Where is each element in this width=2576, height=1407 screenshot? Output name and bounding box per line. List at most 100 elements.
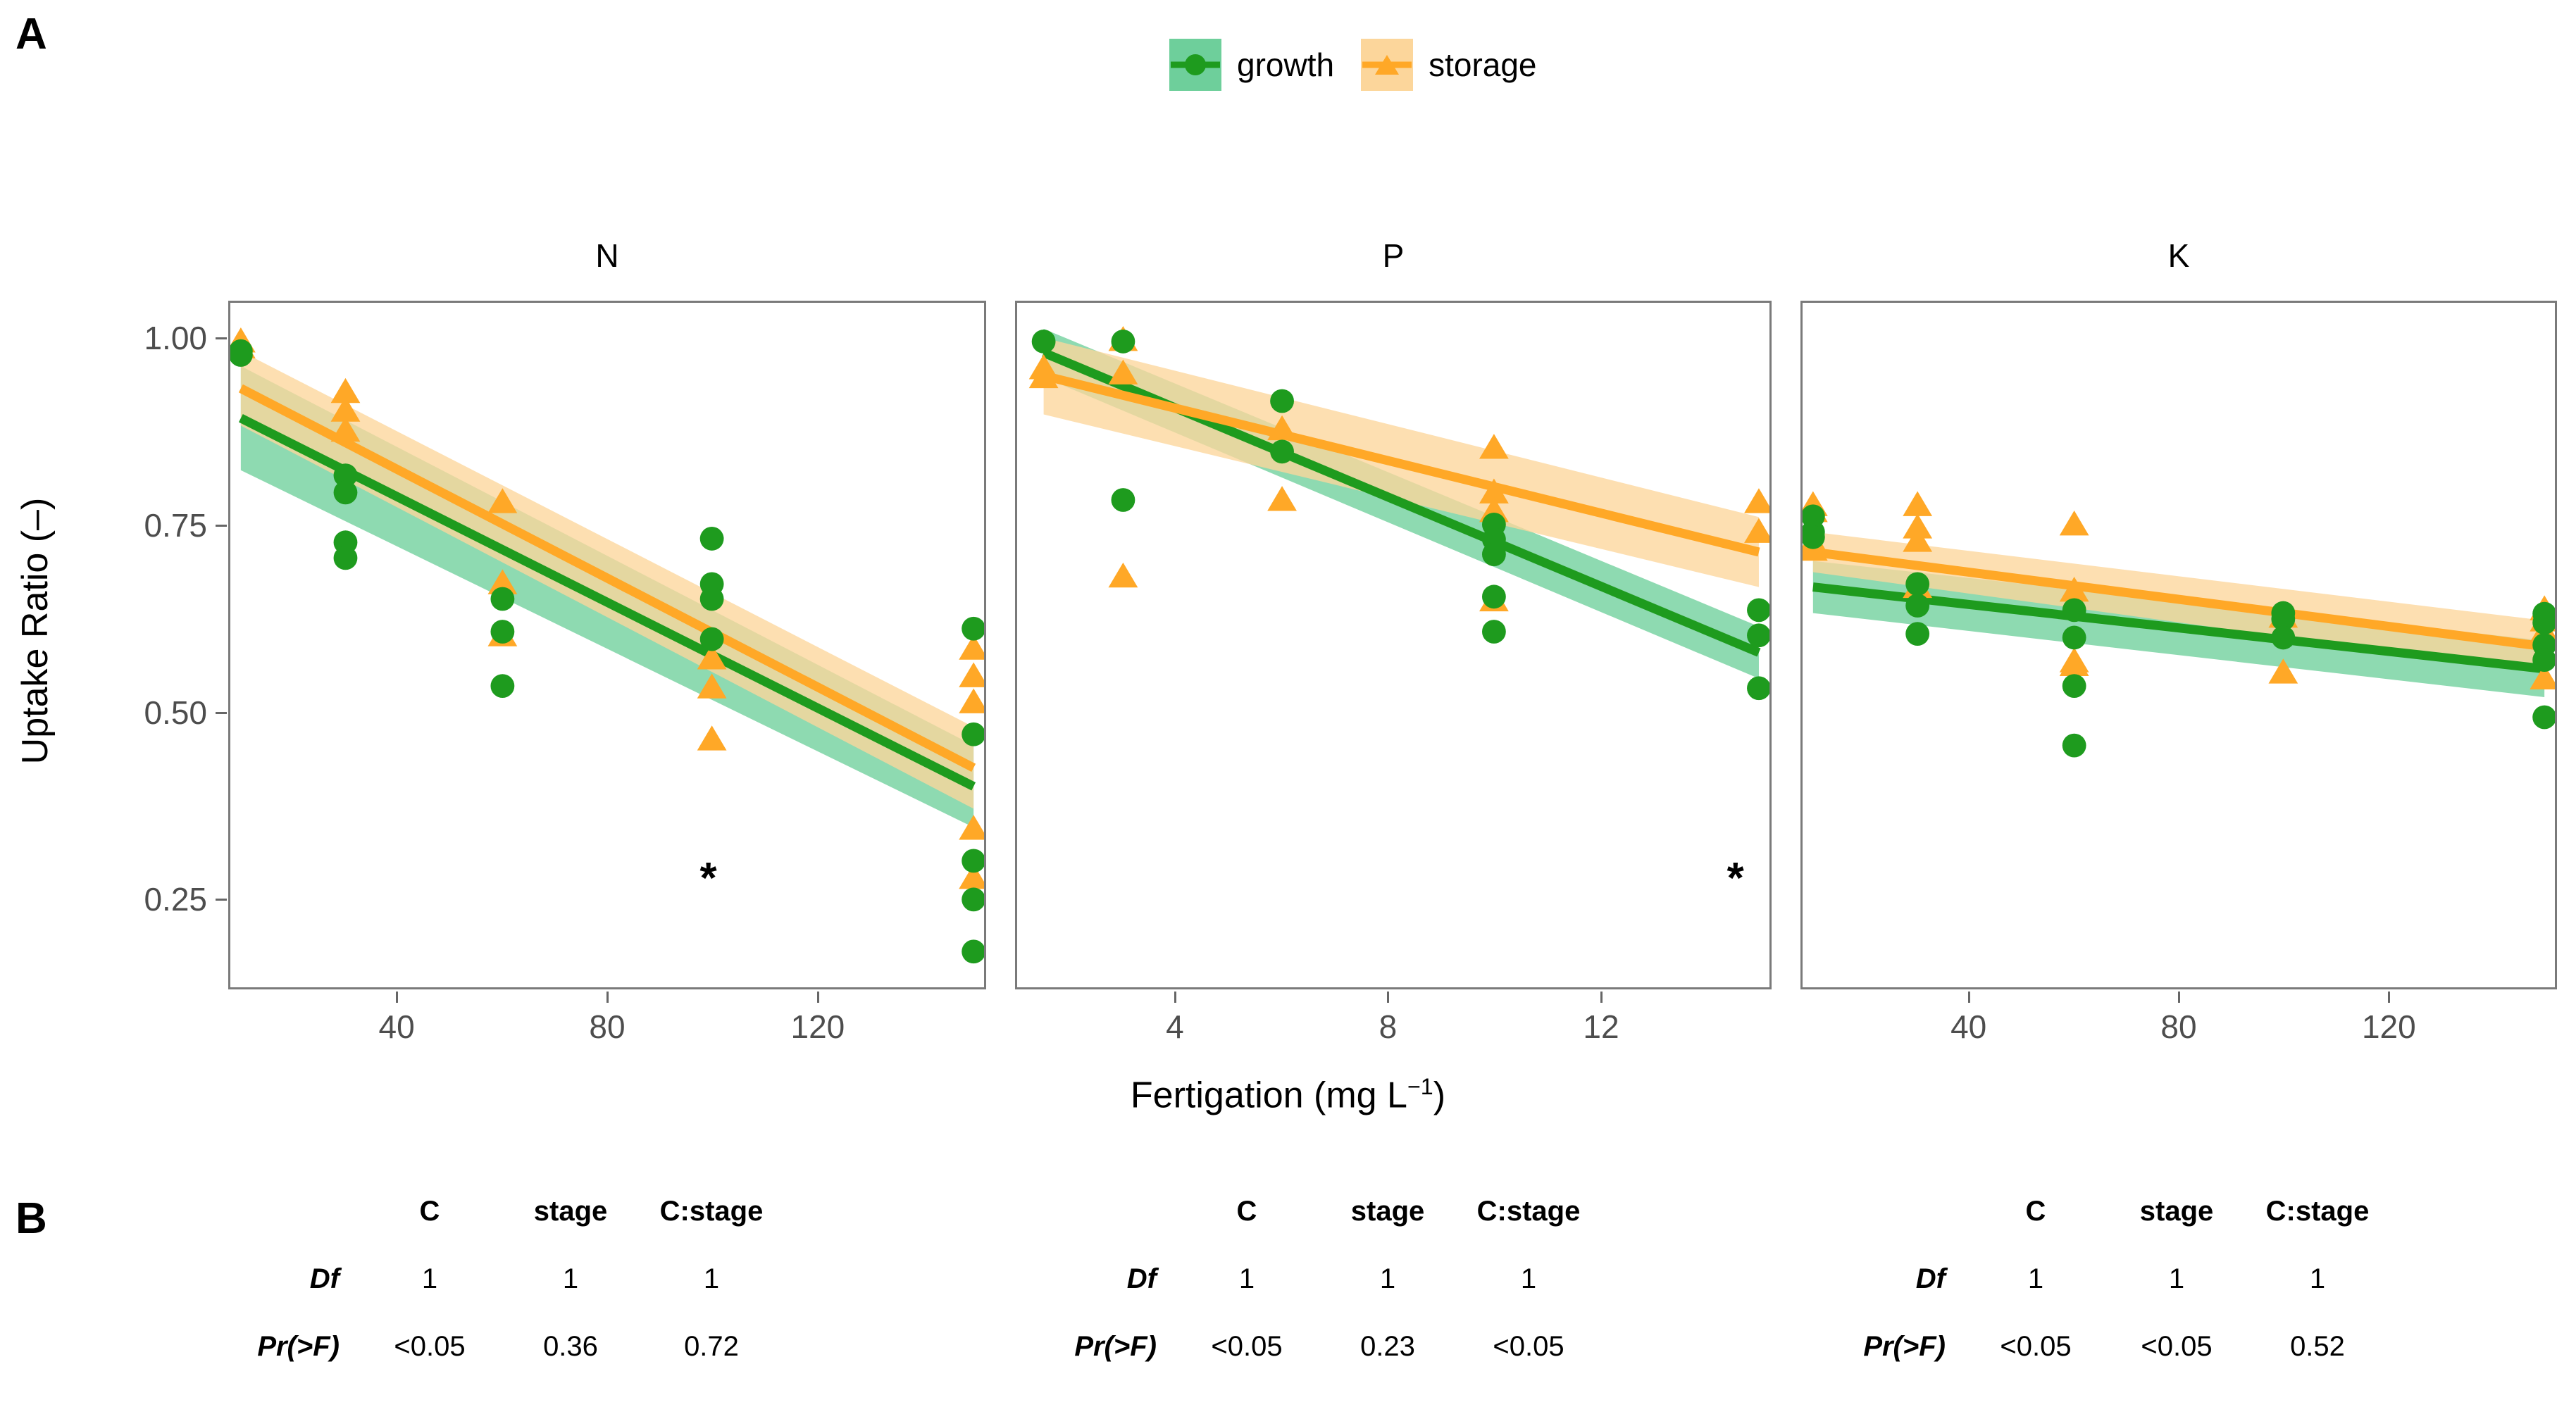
stats-table-n: C stage C:stage Df 1 1 1 Pr(>F) <0.05 0.… — [197, 1197, 782, 1361]
legend-item-growth: growth — [1169, 39, 1334, 91]
stats-cell-df-cstage: 1 — [2309, 1263, 2326, 1294]
x-axis-title-exponent: −1 — [1407, 1074, 1433, 1099]
stats-col-c: C — [419, 1196, 440, 1227]
data-point-growth — [699, 527, 724, 551]
x-axis-tick-mark — [1967, 992, 1970, 1003]
y-axis-tick-label: 0.25 — [144, 881, 207, 918]
data-point-storage — [1744, 518, 1769, 543]
data-point-storage — [1267, 415, 1297, 441]
data-point-growth — [2062, 625, 2086, 650]
significance-asterisk-n: * — [699, 854, 717, 903]
data-point-growth — [1270, 439, 1294, 464]
fit-line-storage — [1043, 371, 1760, 557]
panel-b-letter: B — [15, 1194, 47, 1243]
stats-cell-df-cstage: 1 — [1520, 1263, 1537, 1294]
y-axis-tick-mark — [216, 524, 227, 527]
data-point-storage — [330, 377, 361, 404]
data-point-storage — [1479, 478, 1509, 504]
stats-col-cstage: C:stage — [1476, 1196, 1581, 1227]
data-point-storage — [1744, 488, 1769, 513]
stats-row-pvalue: Pr(>F) <0.05 0.36 0.72 — [197, 1332, 782, 1361]
data-point-growth — [333, 463, 358, 488]
x-axis-tick-label: 80 — [589, 1008, 626, 1045]
data-point-growth — [2532, 648, 2555, 673]
data-point-growth — [1481, 584, 1506, 609]
data-point-growth — [2062, 674, 2086, 699]
legend-label-growth: growth — [1237, 46, 1335, 83]
data-point-storage — [697, 644, 727, 670]
data-point-storage — [697, 725, 727, 751]
data-point-growth — [2532, 705, 2555, 730]
data-point-storage — [697, 673, 727, 699]
data-point-growth — [962, 849, 984, 873]
data-point-growth — [2532, 611, 2555, 635]
x-axis-tick-label: 120 — [2361, 1008, 2416, 1045]
data-point-growth — [1905, 622, 1930, 646]
x-axis-tick-mark — [2178, 992, 2180, 1003]
fit-line-storage — [238, 384, 976, 773]
stats-cell-df-stage: 1 — [2168, 1263, 2185, 1294]
data-point-growth — [490, 587, 515, 611]
data-point-storage — [1903, 513, 1933, 539]
data-point-storage — [1108, 359, 1138, 384]
legend-key-storage — [1361, 39, 1414, 91]
data-point-growth — [1481, 620, 1506, 644]
stats-cell-p-c: <0.05 — [394, 1331, 466, 1362]
data-point-storage — [959, 815, 984, 840]
data-point-growth — [333, 546, 358, 570]
data-point-growth — [1747, 676, 1769, 701]
data-point-storage — [959, 634, 984, 660]
data-point-growth — [230, 343, 253, 367]
x-axis-title: Fertigation (mg L−1) — [0, 1075, 2576, 1113]
data-point-storage — [959, 863, 984, 889]
triangle-marker-icon — [1375, 55, 1400, 75]
x-axis-tick-label: 120 — [790, 1008, 845, 1045]
data-point-growth — [1270, 389, 1294, 413]
stats-table-p: C stage C:stage Df 1 1 1 Pr(>F) <0.05 0.… — [1014, 1197, 1599, 1361]
facet-title-n: N — [595, 237, 619, 274]
stats-cell-df-stage: 1 — [562, 1263, 579, 1294]
stats-cell-df-c: 1 — [421, 1263, 438, 1294]
data-point-storage — [959, 688, 984, 713]
plot-canvas-n — [230, 303, 984, 987]
x-axis-title-paren: ) — [1433, 1075, 1446, 1116]
stats-rowlabel-df: Df — [1915, 1263, 1946, 1294]
circle-marker-icon — [1185, 54, 1206, 75]
stats-cell-df-c: 1 — [2027, 1263, 2044, 1294]
x-axis-tick-mark — [816, 992, 819, 1003]
y-axis-tick-mark — [216, 899, 227, 901]
stats-header-row: C stage C:stage — [1014, 1197, 1599, 1265]
stats-col-cstage: C:stage — [659, 1196, 764, 1227]
data-point-growth — [2271, 625, 2296, 650]
data-point-growth — [962, 939, 984, 964]
data-point-growth — [1031, 330, 1056, 354]
stats-cell-p-cstage: 0.72 — [684, 1331, 739, 1362]
y-axis-tick-label: 1.00 — [144, 320, 207, 357]
y-axis-tick-label: 0.50 — [144, 694, 207, 731]
y-axis-tick-mark — [216, 337, 227, 340]
data-point-storage — [1108, 562, 1138, 588]
x-axis-tick-label: 40 — [378, 1008, 415, 1045]
x-axis-tick-label: 8 — [1379, 1008, 1398, 1045]
x-axis-title-text: Fertigation (mg L — [1130, 1075, 1407, 1116]
data-point-storage — [1479, 434, 1509, 459]
data-point-growth — [1111, 330, 1135, 354]
data-point-growth — [333, 480, 358, 505]
data-point-storage — [2268, 658, 2298, 684]
stats-row-df: Df 1 1 1 — [1803, 1265, 2388, 1332]
data-point-growth — [1747, 598, 1769, 623]
x-axis-tick-mark — [1600, 992, 1603, 1003]
stats-rowlabel-pvalue: Pr(>F) — [257, 1331, 340, 1362]
chart-area: Uptake Ratio (–) 1.00 0.75 0.50 0.25 N P K … — [0, 237, 2576, 1113]
x-axis-tick-label: 80 — [2160, 1008, 2197, 1045]
stats-rowlabel-header — [1014, 1197, 1176, 1265]
x-axis-tick-mark — [1174, 992, 1176, 1003]
stats-cell-p-stage: <0.05 — [2141, 1331, 2213, 1362]
data-point-growth — [962, 887, 984, 912]
data-point-growth — [699, 587, 724, 611]
data-point-storage — [487, 488, 518, 513]
stats-cell-p-c: <0.05 — [1211, 1331, 1283, 1362]
x-axis-tick-label: 4 — [1166, 1008, 1184, 1045]
data-point-storage — [330, 416, 361, 442]
stats-cell-p-cstage: <0.05 — [1493, 1331, 1564, 1362]
